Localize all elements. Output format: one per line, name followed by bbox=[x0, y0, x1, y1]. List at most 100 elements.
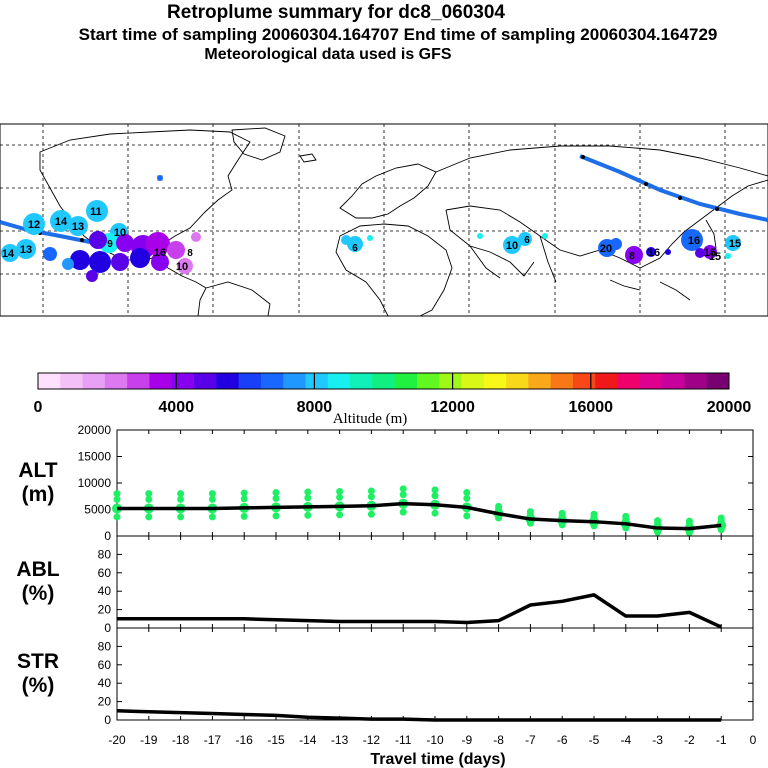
plume-label: 8 bbox=[629, 251, 635, 262]
x-axis-title: Travel time (days) bbox=[370, 751, 505, 768]
plume-blob bbox=[146, 232, 170, 256]
colorbar-swatch bbox=[194, 373, 217, 389]
altitude-point bbox=[431, 486, 439, 494]
plume-label: 6 bbox=[352, 243, 358, 254]
met-data-note: Meteorological data used is GFS bbox=[204, 46, 452, 63]
plume-blob bbox=[50, 210, 72, 232]
colorbar-swatch bbox=[461, 373, 485, 389]
altitude-point bbox=[272, 494, 280, 502]
y-tick-label: 60 bbox=[98, 658, 112, 672]
panel-frame bbox=[116, 535, 754, 629]
plume-blob bbox=[43, 247, 57, 261]
plume-blob bbox=[177, 258, 193, 274]
altitude-point bbox=[145, 495, 153, 503]
y-tick-label: 20000 bbox=[78, 423, 112, 437]
x-tick-label: -9 bbox=[461, 733, 472, 747]
colorbar-swatch bbox=[104, 373, 128, 389]
altitude-point bbox=[272, 489, 280, 497]
plume-blob bbox=[68, 216, 88, 236]
altitude-point bbox=[240, 489, 248, 497]
plume-blob bbox=[703, 245, 717, 259]
colorbar-tick-label: 4000 bbox=[158, 399, 194, 416]
x-tick-label: -11 bbox=[395, 733, 412, 747]
altitude-point bbox=[177, 495, 185, 503]
sampling-times: Start time of sampling 20060304.164707 E… bbox=[78, 25, 718, 44]
colorbar-swatch bbox=[639, 373, 663, 389]
series-line bbox=[117, 593, 722, 629]
colorbar-swatch bbox=[171, 373, 195, 389]
plume-blob bbox=[681, 229, 703, 251]
plume-label: 15 bbox=[704, 247, 716, 259]
plume-blob bbox=[542, 233, 548, 239]
y-tick-label: 0 bbox=[104, 713, 111, 727]
plume-label: 15 bbox=[729, 238, 741, 250]
altitude-point bbox=[113, 495, 121, 503]
altitude-point bbox=[336, 487, 344, 495]
altitude-point bbox=[654, 517, 662, 525]
plume-label: 20 bbox=[600, 243, 612, 255]
plume-blob bbox=[725, 235, 741, 251]
altitude-point bbox=[208, 490, 216, 498]
plume-blob bbox=[86, 200, 108, 222]
plume-blob bbox=[157, 175, 163, 181]
altitude-point bbox=[304, 494, 312, 502]
x-tick-label: -17 bbox=[204, 733, 222, 747]
plume-blob bbox=[341, 235, 351, 245]
altitude-point bbox=[336, 493, 344, 501]
colorbar-swatch bbox=[550, 373, 574, 389]
y-tick-label: 20 bbox=[98, 695, 112, 709]
plume-label: 10 bbox=[176, 261, 188, 273]
plume-label: 14 bbox=[2, 248, 15, 260]
altitude-point bbox=[399, 508, 407, 516]
plume-blob bbox=[151, 253, 169, 271]
plume-blob bbox=[610, 238, 622, 250]
plume-label: 16 bbox=[154, 247, 166, 259]
altitude-point bbox=[113, 513, 121, 521]
plume-blob bbox=[367, 235, 373, 241]
colorbar-swatch bbox=[60, 373, 84, 389]
colorbar-swatch bbox=[684, 373, 708, 389]
x-tick-label: -4 bbox=[620, 733, 631, 747]
colorbar-title: Altitude (m) bbox=[333, 411, 408, 427]
colorbar-swatch bbox=[82, 373, 106, 389]
colorbar-tick-label: 20000 bbox=[707, 399, 752, 416]
plume-label: 16 bbox=[688, 235, 700, 247]
x-tick-label: -20 bbox=[108, 733, 126, 747]
colorbar-swatch bbox=[439, 373, 463, 389]
y-tick-label: 20 bbox=[98, 603, 112, 617]
altitude-point bbox=[590, 510, 598, 518]
y-tick-label: 0 bbox=[104, 621, 111, 635]
plume-blob bbox=[23, 213, 45, 235]
plume-blob bbox=[191, 232, 201, 242]
panel-ylabel: STR bbox=[17, 650, 59, 673]
altitude-point bbox=[208, 495, 216, 503]
altitude-point bbox=[304, 511, 312, 519]
altitude-point bbox=[367, 493, 375, 501]
colorbar-swatch bbox=[149, 373, 173, 389]
panel-ylabel: (m) bbox=[22, 483, 55, 506]
altitude-point bbox=[240, 495, 248, 503]
plume-label: 6 bbox=[524, 235, 530, 246]
altitude-point bbox=[145, 513, 153, 521]
colorbar-swatch bbox=[617, 373, 641, 389]
colorbar-tick-label: 12000 bbox=[430, 399, 475, 416]
altitude-point bbox=[431, 492, 439, 500]
colorbar-swatch bbox=[662, 373, 685, 389]
altitude-point bbox=[463, 489, 471, 497]
x-tick-label: -18 bbox=[172, 733, 190, 747]
plume-label: 9 bbox=[107, 239, 113, 250]
plume-label: 11 bbox=[90, 206, 102, 218]
altitude-point bbox=[367, 487, 375, 495]
plume-blob bbox=[86, 270, 98, 282]
altitude-point bbox=[495, 502, 503, 510]
series-line bbox=[117, 501, 722, 531]
panel-ylabel: (%) bbox=[22, 674, 55, 697]
altitude-point bbox=[622, 512, 630, 520]
x-tick-label: -10 bbox=[426, 733, 444, 747]
plume-blob bbox=[646, 247, 656, 257]
y-tick-label: 80 bbox=[98, 547, 112, 561]
chart-title: Retroplume summary for dc8_060304 bbox=[167, 2, 505, 23]
colorbar-swatch bbox=[260, 373, 284, 389]
